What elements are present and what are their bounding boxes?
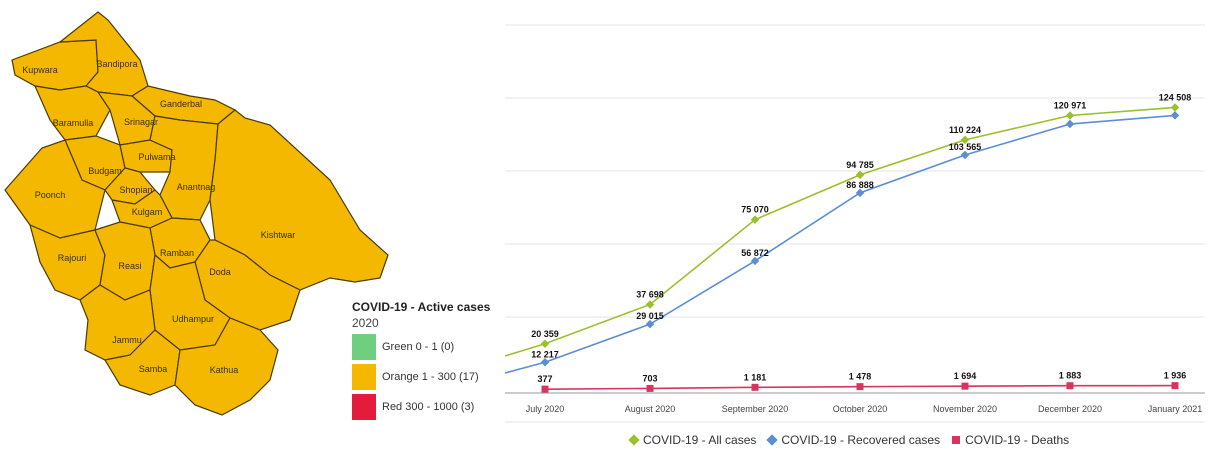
legend-item-orange: Orange 1 - 300 (17) xyxy=(352,364,512,390)
data-label: 1 478 xyxy=(849,372,872,382)
district-label-budgam: Budgam xyxy=(88,166,122,176)
data-label: 1 936 xyxy=(1164,371,1187,381)
district-label-ramban: Ramban xyxy=(160,248,194,258)
data-point[interactable] xyxy=(961,382,969,390)
data-label: 75 070 xyxy=(741,205,769,215)
legend-swatch-orange xyxy=(352,364,376,390)
series-line-1 xyxy=(504,114,1176,374)
data-point[interactable] xyxy=(1170,103,1180,112)
data-point[interactable] xyxy=(855,170,865,180)
data-point[interactable] xyxy=(1065,119,1075,129)
data-point[interactable] xyxy=(1171,382,1179,390)
district-label-reasi: Reasi xyxy=(118,261,141,271)
data-point[interactable] xyxy=(751,383,759,391)
cases-line-chart: 20 359 37 698 75 070 94 785 110 224 120 971 12… xyxy=(504,24,1205,423)
x-tick-label: August 2020 xyxy=(625,404,676,414)
deaths-marker-icon xyxy=(952,436,961,444)
series-line-0 xyxy=(504,106,1176,357)
district-label-jammu: Jammu xyxy=(112,335,142,345)
data-label: 124 508 xyxy=(1159,92,1192,102)
legend-label-red: Red 300 - 1000 (3) xyxy=(382,401,475,413)
data-label: 86 888 xyxy=(846,180,874,190)
data-point[interactable] xyxy=(855,188,865,198)
map-legend: COVID-19 - Active cases 2020 Green 0 - 1… xyxy=(352,300,512,420)
data-label: 1 181 xyxy=(744,372,767,382)
district-label-pulwama: Pulwama xyxy=(138,152,175,162)
district-label-srinagar: Srinagar xyxy=(124,117,158,127)
district-label-baramulla: Baramulla xyxy=(53,118,94,128)
district-label-bandipora: Bandipora xyxy=(96,59,137,69)
data-label: 94 785 xyxy=(846,160,874,170)
district-label-rajouri: Rajouri xyxy=(58,253,87,263)
x-tick-label: October 2020 xyxy=(833,404,888,414)
data-label: 703 xyxy=(642,373,657,383)
data-point[interactable] xyxy=(645,319,655,329)
district-label-samba: Samba xyxy=(139,364,168,374)
data-label: 1 694 xyxy=(954,371,977,381)
data-point[interactable] xyxy=(541,385,549,393)
district-label-poonch: Poonch xyxy=(35,190,66,200)
legend-label-green: Green 0 - 1 (0) xyxy=(382,341,455,353)
district-label-shopian: Shopian xyxy=(119,185,152,195)
x-tick-label: July 2020 xyxy=(526,404,565,414)
data-label: 20 359 xyxy=(531,329,559,339)
district-kathua[interactable] xyxy=(174,317,279,416)
legend-label-orange: Orange 1 - 300 (17) xyxy=(382,371,479,383)
legend-year: 2020 xyxy=(352,316,379,330)
data-label: 37 698 xyxy=(636,289,664,299)
chart-legend-label: COVID-19 - All cases xyxy=(643,433,757,447)
data-point[interactable] xyxy=(1066,382,1074,390)
district-label-kupwara: Kupwara xyxy=(22,65,58,75)
data-point[interactable] xyxy=(1065,111,1075,120)
legend-title: COVID-19 - Active cases xyxy=(352,300,491,314)
data-label: 56 872 xyxy=(741,248,769,258)
chart-legend-label: COVID-19 - Recovered cases xyxy=(781,433,941,447)
chart-legend: COVID-19 - All cases COVID-19 - Recovere… xyxy=(628,433,1190,447)
legend-swatch-green xyxy=(352,334,376,360)
data-point[interactable] xyxy=(1170,111,1180,120)
x-tick-label: January 2021 xyxy=(1148,404,1203,414)
all-cases-marker-icon xyxy=(628,434,640,446)
district-label-kishtwar: Kishtwar xyxy=(261,230,296,240)
region-map: Kupwara Bandipora Ganderbal Baramulla Srinag… xyxy=(4,11,389,416)
data-label: 12 217 xyxy=(531,349,559,359)
x-tick-label: September 2020 xyxy=(722,404,789,414)
district-kishtwar[interactable] xyxy=(209,109,389,291)
data-point[interactable] xyxy=(750,256,760,266)
chart-legend-recovered[interactable]: COVID-19 - Recovered cases xyxy=(766,433,941,447)
data-label: 103 565 xyxy=(949,142,982,152)
recovered-marker-icon xyxy=(766,434,779,446)
data-point[interactable] xyxy=(646,384,654,392)
data-label: 110 224 xyxy=(949,125,981,135)
district-label-ganderbal: Ganderbal xyxy=(160,99,202,109)
x-tick-label: November 2020 xyxy=(933,404,997,414)
data-point[interactable] xyxy=(856,383,864,391)
data-label: 29 015 xyxy=(636,311,664,321)
data-point[interactable] xyxy=(540,339,550,349)
data-point[interactable] xyxy=(645,300,655,309)
x-tick-label: December 2020 xyxy=(1038,404,1102,414)
data-label: 377 xyxy=(537,374,552,384)
chart-legend-deaths[interactable]: COVID-19 - Deaths xyxy=(952,433,1069,447)
legend-item-green: Green 0 - 1 (0) xyxy=(352,334,512,360)
district-label-kulgam: Kulgam xyxy=(132,207,163,217)
data-point[interactable] xyxy=(960,150,970,160)
district-label-udhampur: Udhampur xyxy=(172,314,214,324)
legend-item-red: Red 300 - 1000 (3) xyxy=(352,394,512,420)
chart-legend-label: COVID-19 - Deaths xyxy=(965,433,1070,447)
data-label: 1 883 xyxy=(1059,371,1082,381)
data-point[interactable] xyxy=(540,358,550,367)
chart-legend-all-cases[interactable]: COVID-19 - All cases xyxy=(628,433,757,447)
district-label-kathua: Kathua xyxy=(210,365,239,375)
district-label-doda: Doda xyxy=(209,267,231,277)
legend-swatch-red xyxy=(352,394,376,420)
district-label-anantnag: Anantnag xyxy=(177,182,216,192)
data-label: 120 971 xyxy=(1054,100,1087,110)
